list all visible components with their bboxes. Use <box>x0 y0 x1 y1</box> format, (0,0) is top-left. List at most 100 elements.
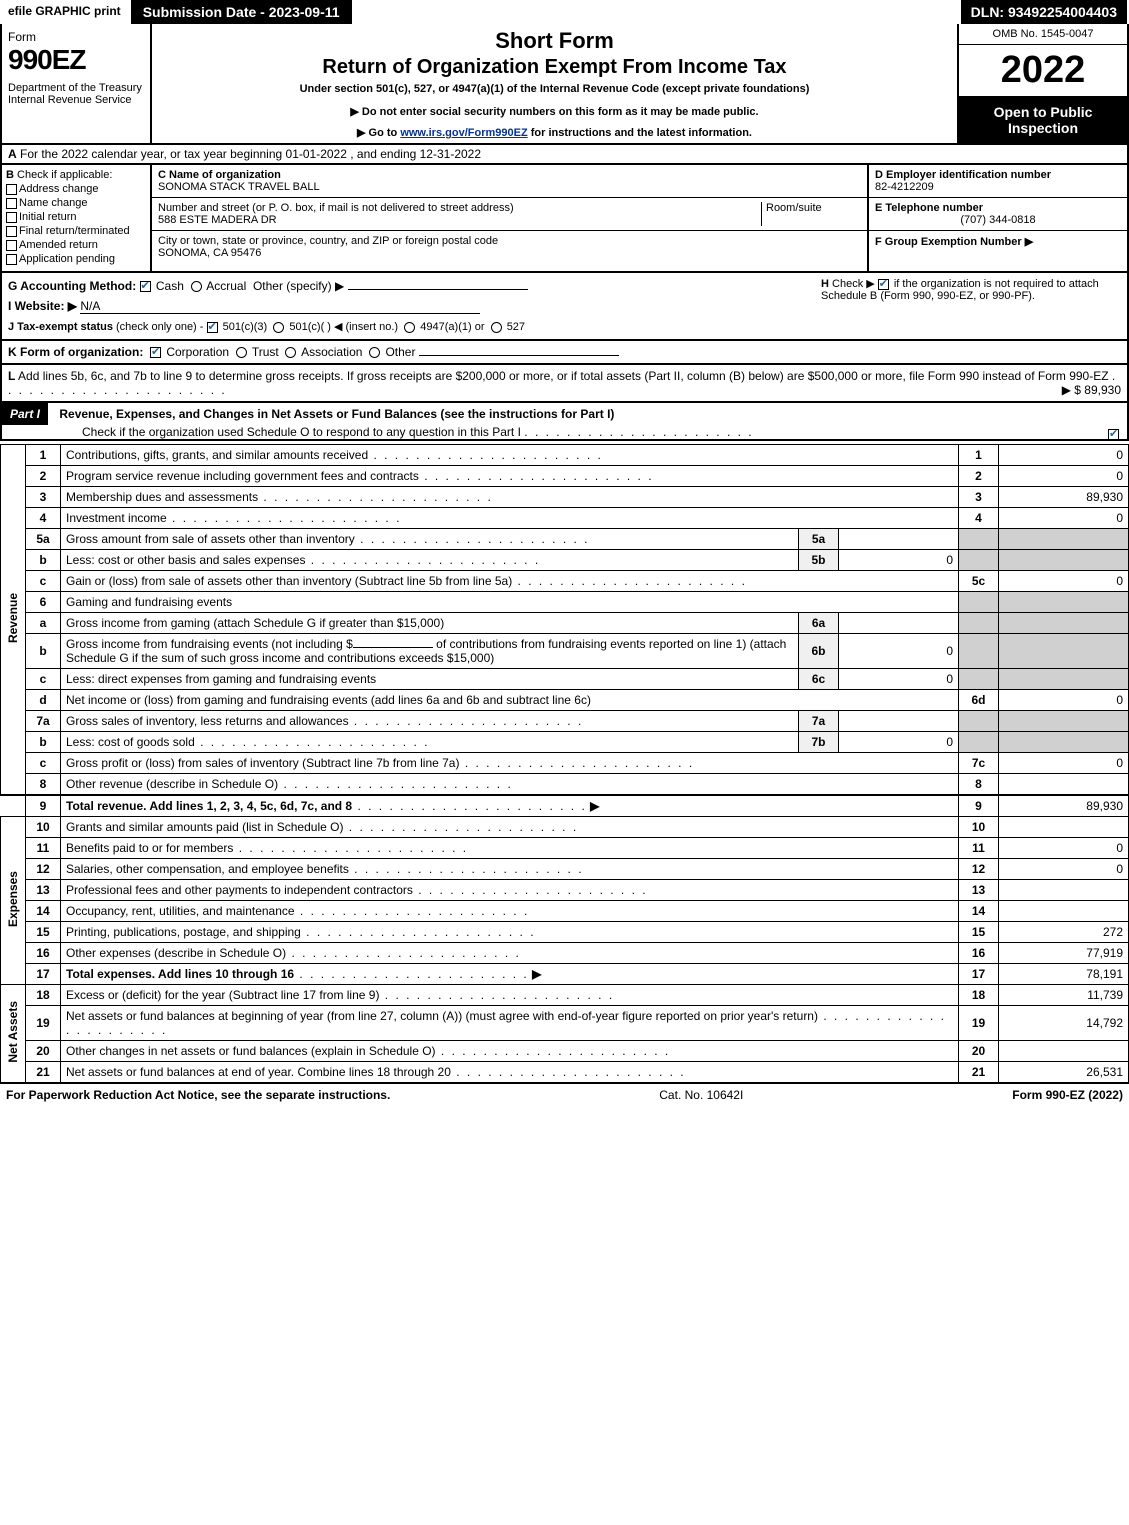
f-label: F Group Exemption Number ▶ <box>875 236 1033 248</box>
line-20: 20Other changes in net assets or fund ba… <box>1 1041 1129 1062</box>
part1-header-row: Part I Revenue, Expenses, and Changes in… <box>0 403 1129 441</box>
submission-date: Submission Date - 2023-09-11 <box>131 0 354 24</box>
netassets-label: Net Assets <box>1 985 26 1083</box>
row-h: H Check ▶ if the organization is not req… <box>821 277 1121 302</box>
label-a: A <box>8 147 17 161</box>
ein-val: 82-4212209 <box>875 181 934 193</box>
chk-name[interactable]: Name change <box>6 197 146 209</box>
line-15: 15Printing, publications, postage, and s… <box>1 922 1129 943</box>
city-label: City or town, state or province, country… <box>158 235 498 247</box>
row-j: J Tax-exempt status (check only one) - 5… <box>8 320 1121 333</box>
chk-h[interactable] <box>878 279 889 290</box>
dept-label: Department of the Treasury Internal Reve… <box>8 82 144 106</box>
line-5c: cGain or (loss) from sale of assets othe… <box>1 571 1129 592</box>
other-specify-line[interactable] <box>348 289 528 290</box>
city-val: SONOMA, CA 95476 <box>158 247 261 259</box>
section-b: B Check if applicable: Address change Na… <box>2 165 152 271</box>
line-6d: dNet income or (loss) from gaming and fu… <box>1 690 1129 711</box>
line-5a: 5aGross amount from sale of assets other… <box>1 529 1129 550</box>
chk-501c[interactable] <box>273 322 284 333</box>
check-applicable: Check if applicable: <box>17 169 112 181</box>
line-17: 17Total expenses. Add lines 10 through 1… <box>1 964 1129 985</box>
chk-pending[interactable]: Application pending <box>6 253 146 265</box>
line-7a: 7aGross sales of inventory, less returns… <box>1 711 1129 732</box>
chk-address[interactable]: Address change <box>6 183 146 195</box>
header-right: OMB No. 1545-0047 2022 Open to Public In… <box>957 24 1127 143</box>
l-label: L <box>8 369 15 383</box>
row-ghij: G Accounting Method: Cash Accrual Other … <box>0 273 1129 341</box>
chk-final[interactable]: Final return/terminated <box>6 225 146 237</box>
chk-cash[interactable] <box>140 281 151 292</box>
goto-pre: ▶ Go to <box>357 127 400 139</box>
line-21: 21Net assets or fund balances at end of … <box>1 1062 1129 1083</box>
row-a-text: For the 2022 calendar year, or tax year … <box>20 147 481 161</box>
row-k: K Form of organization: Corporation Trus… <box>0 341 1129 365</box>
line-19: 19Net assets or fund balances at beginni… <box>1 1006 1129 1041</box>
tel-val: (707) 344-0818 <box>875 214 1121 226</box>
form-label: Form <box>8 30 144 44</box>
h-label: H <box>821 278 829 290</box>
goto-link[interactable]: www.irs.gov/Form990EZ <box>400 127 527 139</box>
open-to-public[interactable]: Open to Public Inspection <box>959 96 1127 143</box>
website-val: N/A <box>80 299 480 314</box>
line-3: 3Membership dues and assessments 389,930 <box>1 487 1129 508</box>
footer-mid: Cat. No. 10642I <box>659 1088 743 1102</box>
chk-amended[interactable]: Amended return <box>6 239 146 251</box>
tel-row: E Telephone number (707) 344-0818 <box>869 198 1127 231</box>
e-label: E Telephone number <box>875 202 983 214</box>
expenses-label: Expenses <box>1 817 26 985</box>
line-7c: cGross profit or (loss) from sales of in… <box>1 753 1129 774</box>
footer-left: For Paperwork Reduction Act Notice, see … <box>6 1088 390 1102</box>
org-name: SONOMA STACK TRAVEL BALL <box>158 181 320 193</box>
top-bar: efile GRAPHIC print Submission Date - 20… <box>0 0 1129 24</box>
line-13: 13Professional fees and other payments t… <box>1 880 1129 901</box>
lines-table: Revenue 1 Contributions, gifts, grants, … <box>0 444 1129 1083</box>
label-b: B <box>6 169 14 181</box>
line-6b: b Gross income from fundraising events (… <box>1 634 1129 669</box>
topbar-spacer <box>354 0 961 24</box>
form-header: Form 990EZ Department of the Treasury In… <box>0 24 1129 145</box>
row-l: L Add lines 5b, 6c, and 7b to line 9 to … <box>0 365 1129 403</box>
chk-accrual[interactable] <box>191 281 202 292</box>
chk-other-org[interactable] <box>369 347 380 358</box>
ein-row: D Employer identification number 82-4212… <box>869 165 1127 198</box>
chk-4947[interactable] <box>404 322 415 333</box>
chk-initial[interactable]: Initial return <box>6 211 146 223</box>
line-14: 14Occupancy, rent, utilities, and mainte… <box>1 901 1129 922</box>
line-16: 16Other expenses (describe in Schedule O… <box>1 943 1129 964</box>
efile-label[interactable]: efile GRAPHIC print <box>0 0 131 24</box>
line-18: Net Assets 18Excess or (deficit) for the… <box>1 985 1129 1006</box>
line-9: 9Total revenue. Add lines 1, 2, 3, 4, 5c… <box>1 795 1129 817</box>
part1-check: Check if the organization used Schedule … <box>2 425 521 439</box>
group-row: F Group Exemption Number ▶ <box>869 231 1127 252</box>
i-label: I Website: ▶ <box>8 299 77 313</box>
return-title: Return of Organization Exempt From Incom… <box>160 56 949 79</box>
tax-year: 2022 <box>959 45 1127 96</box>
line-7b: bLess: cost of goods sold 7b0 <box>1 732 1129 753</box>
chk-schedule-o[interactable] <box>1108 429 1119 440</box>
goto-post: for instructions and the latest informat… <box>528 127 752 139</box>
revenue-label: Revenue <box>1 445 26 796</box>
other-org-line[interactable] <box>419 355 619 356</box>
chk-501c3[interactable] <box>207 322 218 333</box>
j-label: J Tax-exempt status <box>8 321 113 333</box>
line-2: 2Program service revenue including gover… <box>1 466 1129 487</box>
short-form-title: Short Form <box>160 28 949 54</box>
l-text: Add lines 5b, 6c, and 7b to line 9 to de… <box>18 369 1109 383</box>
header-center: Short Form Return of Organization Exempt… <box>152 24 957 143</box>
chk-527[interactable] <box>491 322 502 333</box>
line-5b: bLess: cost or other basis and sales exp… <box>1 550 1129 571</box>
under-section: Under section 501(c), 527, or 4947(a)(1)… <box>160 83 949 95</box>
chk-assoc[interactable] <box>285 347 296 358</box>
line-10: Expenses 10Grants and similar amounts pa… <box>1 817 1129 838</box>
chk-trust[interactable] <box>236 347 247 358</box>
chk-corp[interactable] <box>150 347 161 358</box>
j-text: (check only one) - <box>116 321 203 333</box>
d-label: D Employer identification number <box>875 169 1051 181</box>
part1-label: Part I <box>2 403 48 425</box>
footer-right: Form 990-EZ (2022) <box>1012 1088 1123 1102</box>
line-12: 12Salaries, other compensation, and empl… <box>1 859 1129 880</box>
line-6c: cLess: direct expenses from gaming and f… <box>1 669 1129 690</box>
city-row: City or town, state or province, country… <box>152 231 867 263</box>
info-block: B Check if applicable: Address change Na… <box>0 165 1129 273</box>
